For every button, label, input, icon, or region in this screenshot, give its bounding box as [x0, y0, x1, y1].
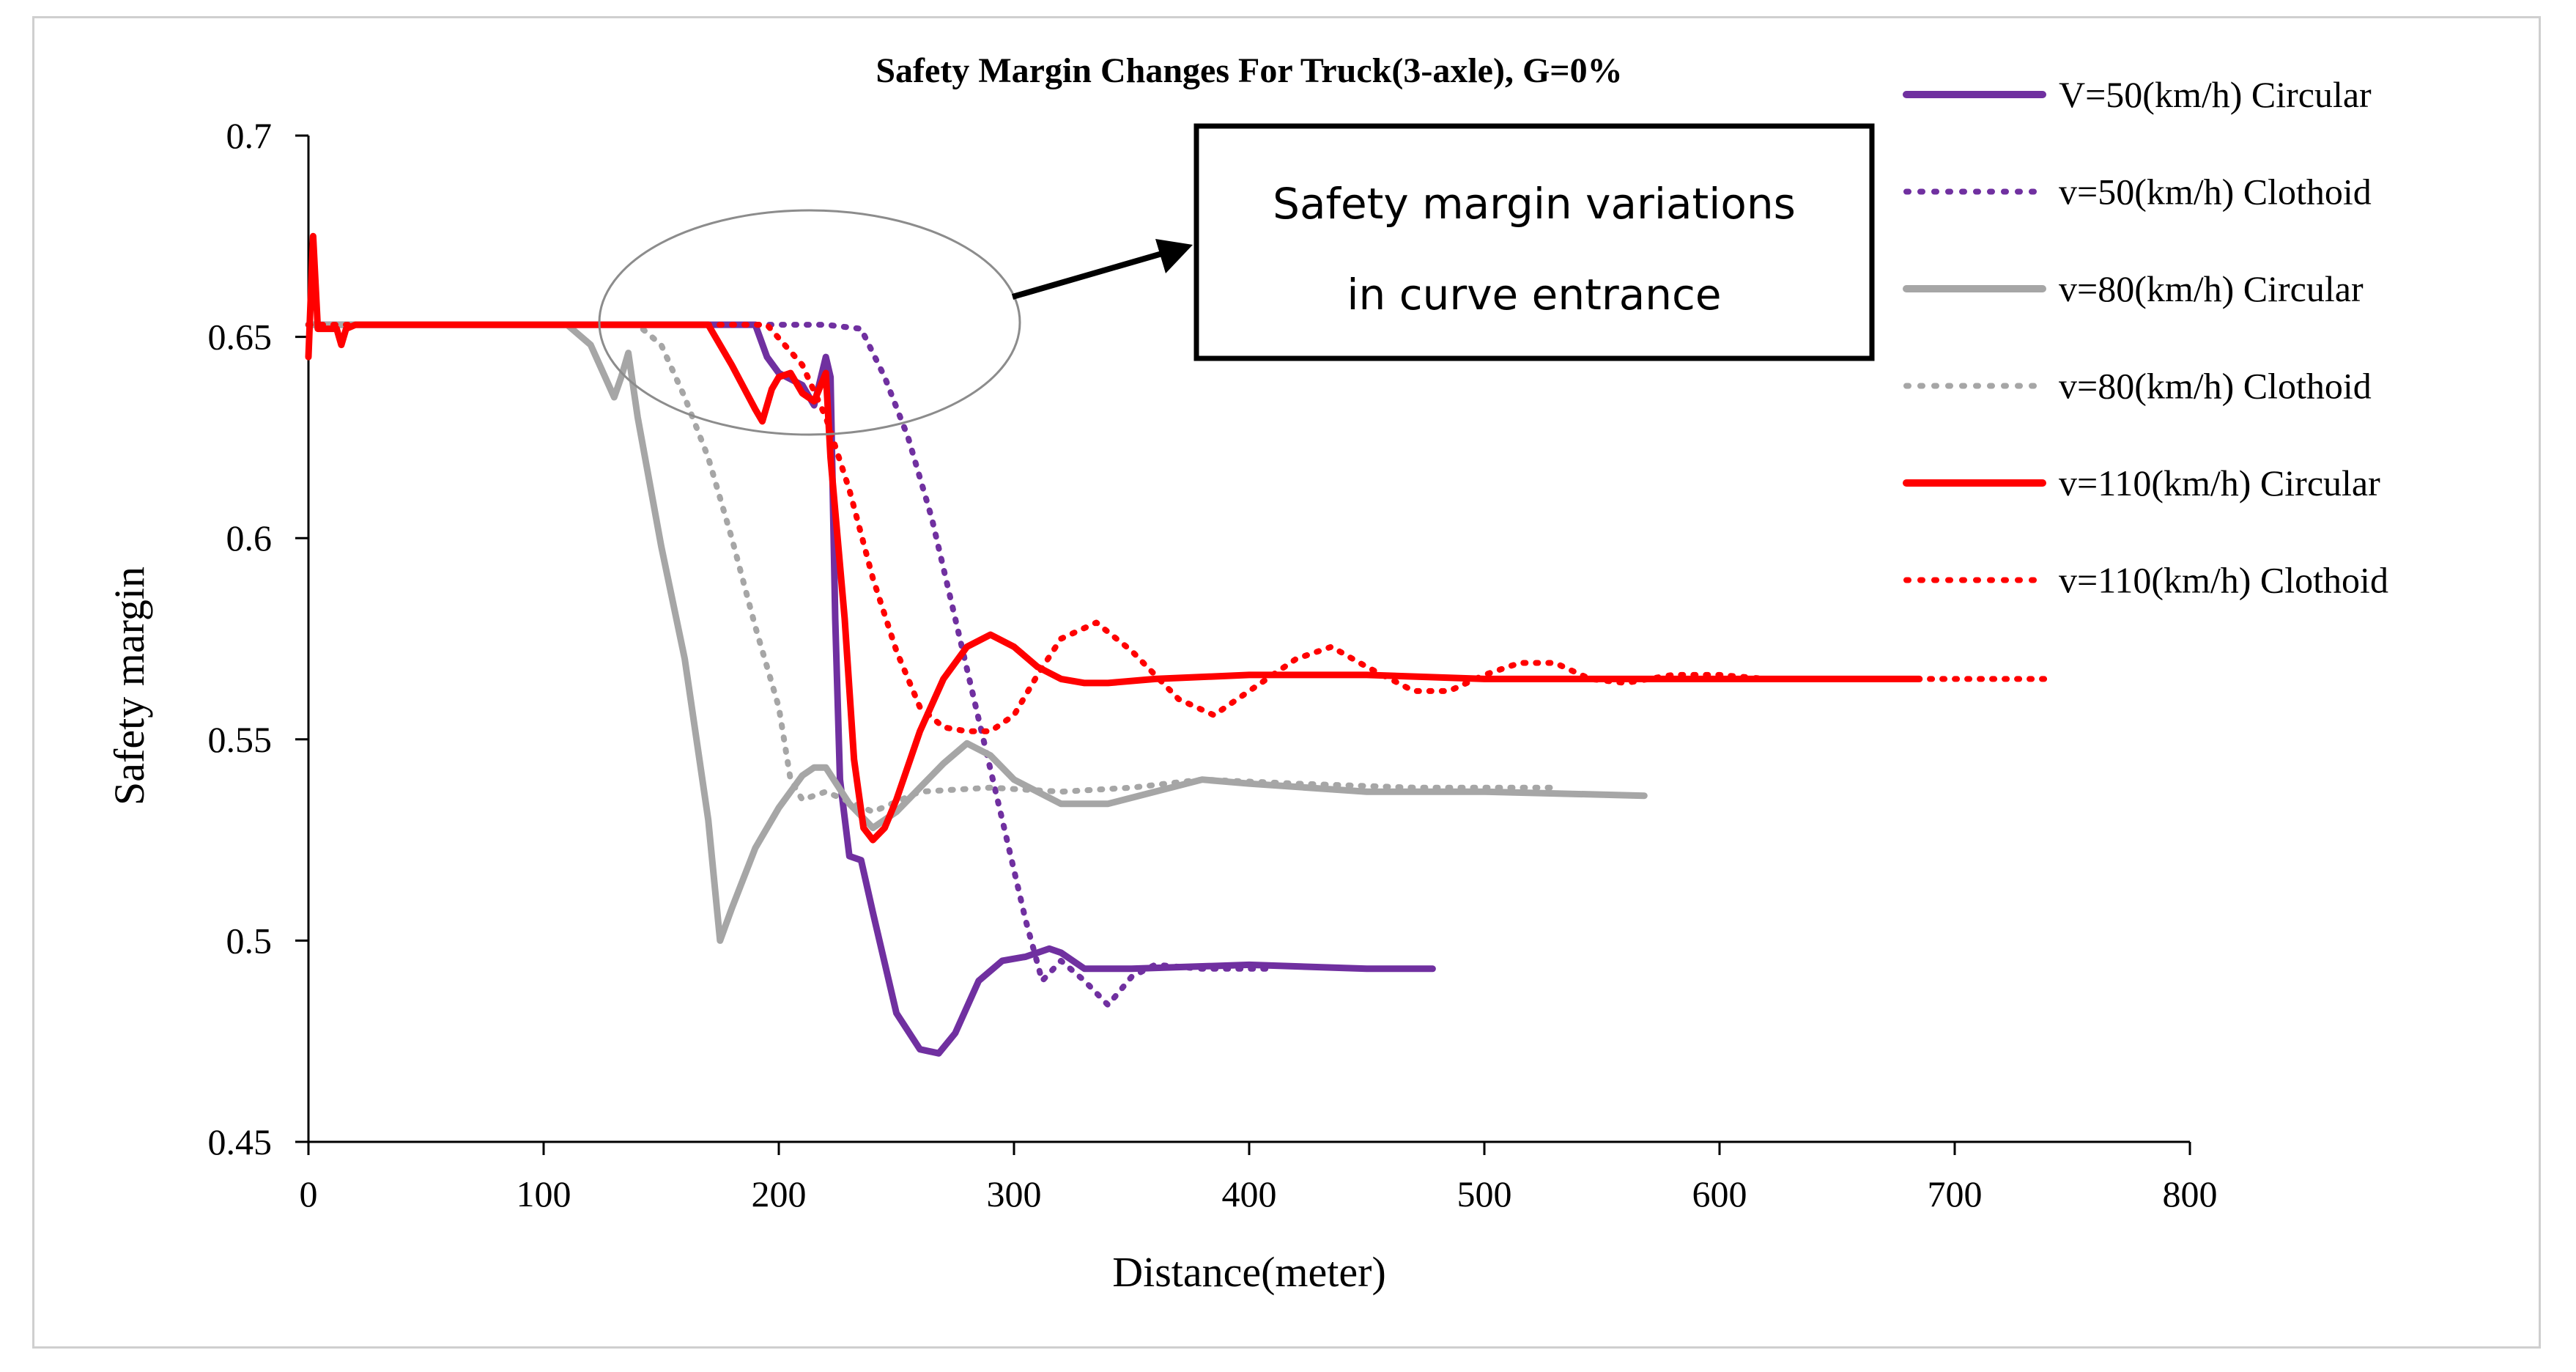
x-tick-label: 200: [752, 1173, 807, 1214]
x-tick-label: 300: [987, 1173, 1042, 1214]
curve-entrance-highlight: [598, 209, 1021, 436]
legend-label-1: v=50(km/h) Clothoid: [2059, 172, 2372, 213]
series-line-2: [305, 321, 1648, 944]
y-axis-label: Safety margin: [106, 567, 153, 805]
axes: 0 100 200 300 400 500 600 700 800 0.45 0.5 0.55 0.6 0…: [208, 115, 2218, 1214]
y-tick-label: 0.45: [208, 1121, 273, 1162]
series-line-4: [305, 232, 1923, 844]
annotation-arrow: [1011, 251, 1163, 300]
x-tick-label: 500: [1457, 1173, 1512, 1214]
y-tick-label: 0.7: [226, 115, 273, 156]
annotation-arrowhead: [1155, 239, 1193, 273]
x-tick-label: 800: [2163, 1173, 2218, 1214]
x-tick-label: 400: [1222, 1173, 1277, 1214]
series-line-0: [305, 321, 1436, 1057]
legend: V=50(km/h) Circular v=50(km/h) Clothoid v=…: [1903, 74, 2388, 601]
x-tick-label: 600: [1692, 1173, 1747, 1214]
x-tick-label: 100: [517, 1173, 571, 1214]
series-group: [305, 232, 2057, 1057]
series-line-3: [306, 322, 1558, 815]
x-tick-label: 700: [1928, 1173, 1983, 1214]
legend-label-3: v=80(km/h) Clothoid: [2059, 366, 2372, 407]
y-tick-label: 0.65: [208, 317, 273, 358]
legend-label-2: v=80(km/h) Circular: [2059, 268, 2364, 309]
y-tick-label: 0.6: [226, 517, 273, 558]
annotation-box: [1193, 123, 1875, 361]
y-tick-label: 0.5: [226, 920, 273, 961]
series-line-1: [306, 322, 1276, 1008]
legend-label-4: v=110(km/h) Circular: [2059, 462, 2380, 504]
annotation-line-1: Safety margin variations: [1273, 179, 1796, 229]
chart-title: Safety Margin Changes For Truck(3-axle),…: [876, 51, 1622, 90]
x-tick-label: 0: [300, 1173, 318, 1214]
y-tick-label: 0.55: [208, 719, 273, 760]
series-line-5: [306, 322, 2057, 734]
annotation-line-2: in curve entrance: [1347, 270, 1721, 320]
x-axis-label: Distance(meter): [1112, 1248, 1386, 1296]
legend-label-5: v=110(km/h) Clothoid: [2059, 560, 2388, 601]
legend-label-0: V=50(km/h) Circular: [2059, 74, 2372, 115]
